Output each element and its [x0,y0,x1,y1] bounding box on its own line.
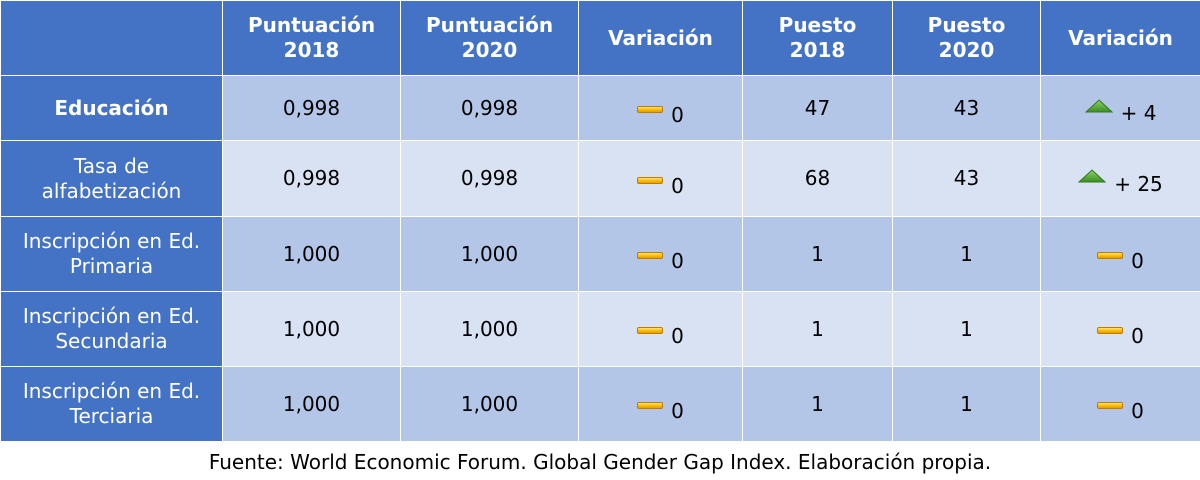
rank-change-cell: 0 [1040,291,1200,367]
up-arrow-icon [1078,169,1107,183]
variation-value: 0 [637,168,684,198]
dash-icon [637,327,664,334]
row-label: Inscripción en Ed. Secundaria [0,291,223,367]
variation-text: 0 [671,249,684,273]
variation-value: 0 [637,318,684,348]
dash-icon [637,106,664,113]
variation-value: + 4 [1084,95,1156,125]
rank-change-cell: + 4 [1040,75,1200,141]
row-label: Tasa de alfabetización [0,140,223,217]
rank-2018-cell: 68 [742,140,893,217]
rank-2018-cell: 47 [742,75,893,141]
variation-text: 0 [1131,249,1144,273]
rank-change-cell: + 25 [1040,140,1200,217]
table-row: Inscripción en Ed. Terciaria 1,000 1,000 0 1… [0,366,1200,442]
score-2018-cell: 1,000 [222,291,401,367]
dash-icon [637,252,664,259]
variation-text: 0 [671,103,684,127]
header-cell-score-change: Variación [578,0,743,76]
score-2018-cell: 0,998 [222,140,401,217]
score-2020-cell: 0,998 [400,75,579,141]
source-note: Fuente: World Economic Forum. Global Gen… [208,450,992,474]
score-2018-cell: 1,000 [222,216,401,292]
table-row: Tasa de alfabetización 0,998 0,998 0 68 43 + 2… [0,140,1200,217]
header-cell-score-2018: Puntuación 2018 [222,0,401,76]
score-change-cell: 0 [578,75,743,141]
variation-text: 0 [671,173,684,198]
rank-2020-cell: 1 [892,366,1041,442]
header-cell-rank-change: Variación [1040,0,1200,76]
dash-icon [637,176,664,184]
dash-icon [1097,402,1124,409]
rank-2018-cell: 1 [742,291,893,367]
variation-value: 0 [637,97,684,127]
table-row: Inscripción en Ed. Secundaria 1,000 1,000 0… [0,291,1200,367]
score-2020-cell: 1,000 [400,366,579,442]
variation-text: + 4 [1120,101,1157,126]
score-2018-cell: 1,000 [222,366,401,442]
rank-change-cell: 0 [1040,216,1200,292]
score-change-cell: 0 [578,366,743,442]
header-cell-rank-2018: Puesto 2018 [742,0,893,76]
table-row: Inscripción en Ed. Primaria 1,000 1,000 0 1 1… [0,216,1200,292]
row-label: Educación [0,75,223,141]
score-change-cell: 0 [578,140,743,217]
rank-2018-cell: 1 [742,366,893,442]
rank-2020-cell: 43 [892,140,1041,217]
variation-text: 0 [671,324,684,348]
variation-value: 0 [637,243,684,273]
rank-2020-cell: 43 [892,75,1041,141]
dash-icon [1097,327,1124,334]
dash-icon [637,402,664,409]
score-2018-cell: 0,998 [222,75,401,141]
row-label: Inscripción en Ed. Terciaria [0,366,223,442]
rank-change-cell: 0 [1040,366,1200,442]
rank-2020-cell: 1 [892,216,1041,292]
variation-text: 0 [1131,324,1144,348]
variation-value: 0 [1097,393,1144,423]
variation-value: + 25 [1078,166,1163,196]
variation-value: 0 [637,393,684,423]
variation-text: 0 [1131,399,1144,423]
dash-icon [1097,252,1124,259]
rank-2020-cell: 1 [892,291,1041,367]
row-label: Inscripción en Ed. Primaria [0,216,223,292]
header-cell-empty [0,0,223,76]
variation-value: 0 [1097,243,1144,273]
score-change-cell: 0 [578,291,743,367]
score-2020-cell: 1,000 [400,216,579,292]
rank-2018-cell: 1 [742,216,893,292]
variation-text: 0 [671,399,684,423]
score-2020-cell: 0,998 [400,140,579,217]
score-2020-cell: 1,000 [400,291,579,367]
variation-text: + 25 [1114,171,1163,196]
header-row: Puntuación 2018 Puntuación 2020 Variació… [0,0,1200,76]
up-arrow-icon [1084,99,1113,113]
table-body: Educación 0,998 0,998 0 47 43 + 4 Tasa de alfab… [0,75,1200,442]
header-cell-score-2020: Puntuación 2020 [400,0,579,76]
score-change-cell: 0 [578,216,743,292]
variation-value: 0 [1097,318,1144,348]
education-table: Puntuación 2018 Puntuación 2020 Variació… [0,0,1200,442]
table-row: Educación 0,998 0,998 0 47 43 + 4 [0,75,1200,141]
header-cell-rank-2020: Puesto 2020 [892,0,1041,76]
